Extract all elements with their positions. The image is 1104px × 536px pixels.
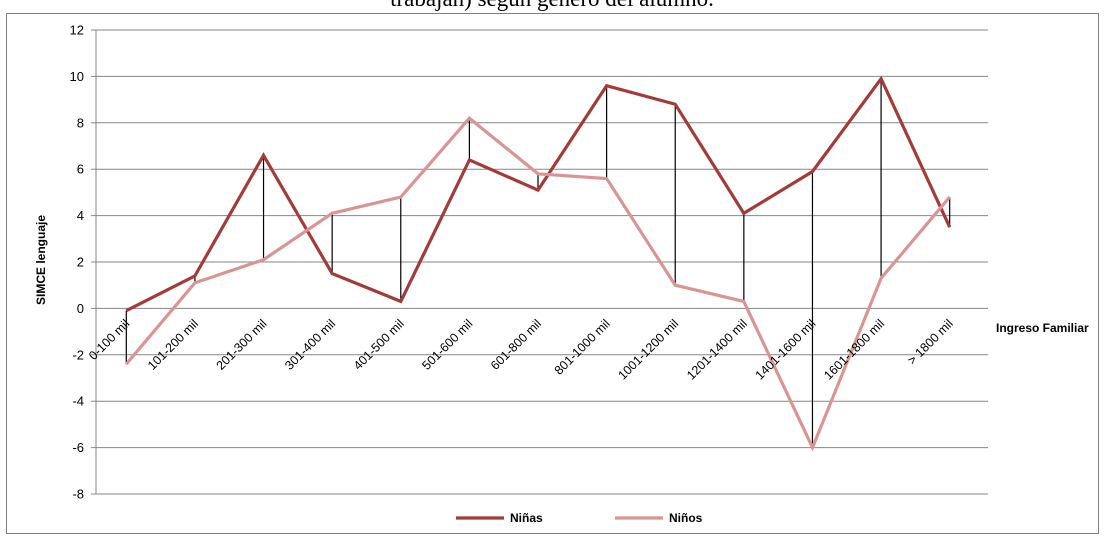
y-tick-label: -8 [72, 487, 84, 502]
legend-label-niños: Niños [669, 511, 703, 525]
gridlines [91, 29, 988, 495]
y-axis-ticks: 12 10 8 6 4 2 0 -2 -4 -6 -8 [70, 23, 84, 502]
chart-title: trabajan) según género del alumno. [0, 0, 1104, 12]
high-low-lines [125, 78, 951, 448]
y-tick-label: -4 [72, 394, 84, 409]
y-tick-label: 8 [77, 115, 84, 130]
y-tick-label: 10 [70, 69, 84, 84]
legend: Niñas Niños [456, 511, 703, 525]
y-tick-label: 2 [77, 255, 84, 270]
y-tick-label: 0 [77, 301, 84, 316]
y-tick-label: 6 [77, 162, 84, 177]
legend-label-niñas: Niñas [510, 511, 543, 525]
y-tick-label: -6 [72, 440, 84, 455]
series-lines [125, 75, 952, 452]
y-tick-label: -2 [72, 347, 84, 362]
y-tick-label: 12 [70, 23, 84, 38]
y-axis-title: SIMCE lenguaje [34, 215, 48, 305]
x-axis-title: Ingreso Familiar [996, 321, 1089, 335]
chart-border [6, 13, 1099, 534]
series-line-niñas [125, 75, 952, 313]
y-tick-label: 4 [77, 208, 84, 223]
series-line-niños [125, 115, 951, 452]
